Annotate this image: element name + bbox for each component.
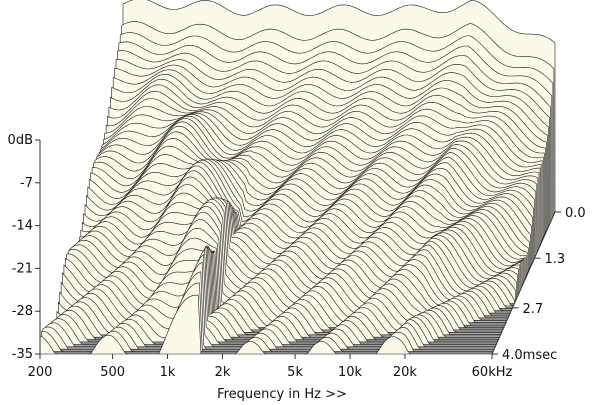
x-tick-label: 10k xyxy=(338,365,363,380)
x-tick-label: 60kHz xyxy=(472,365,513,380)
y-tick-label: -21 xyxy=(12,261,33,276)
y-tick-label: -35 xyxy=(12,347,33,362)
x-tick-label: 1k xyxy=(160,365,176,380)
x-axis-ticks: 200 500 1k 2k 5k 10k 20k 60kHz xyxy=(28,354,513,380)
y-tick-label: -14 xyxy=(12,219,33,234)
time-tick-label: 4.0msec xyxy=(502,348,557,363)
y-tick-label: -28 xyxy=(12,304,33,319)
decay-slice xyxy=(41,282,494,352)
time-tick-label: 1.3 xyxy=(545,252,566,267)
y-tick-label: 0dB xyxy=(8,133,33,148)
x-tick-label: 5k xyxy=(287,365,303,380)
y-axis-ticks: 0dB -7 -14 -21 -28 -35 xyxy=(8,133,40,362)
y-tick-label: -7 xyxy=(20,176,33,191)
time-axis-line xyxy=(491,211,556,355)
x-tick-label: 2k xyxy=(215,365,231,380)
x-tick-label: 500 xyxy=(100,365,125,380)
x-axis-title: Frequency in Hz >> xyxy=(217,387,347,402)
time-tick-label: 0.0 xyxy=(565,206,586,221)
x-tick-label: 200 xyxy=(28,365,53,380)
time-tick-label: 2.7 xyxy=(522,302,543,317)
decay-slice xyxy=(43,261,496,348)
time-axis-ticks: 0.0 1.3 2.7 4.0msec xyxy=(491,206,586,363)
decay-slice xyxy=(39,294,492,355)
decay-slices xyxy=(39,0,556,355)
decay-slice xyxy=(42,271,495,350)
x-tick-label: 20k xyxy=(393,365,418,380)
